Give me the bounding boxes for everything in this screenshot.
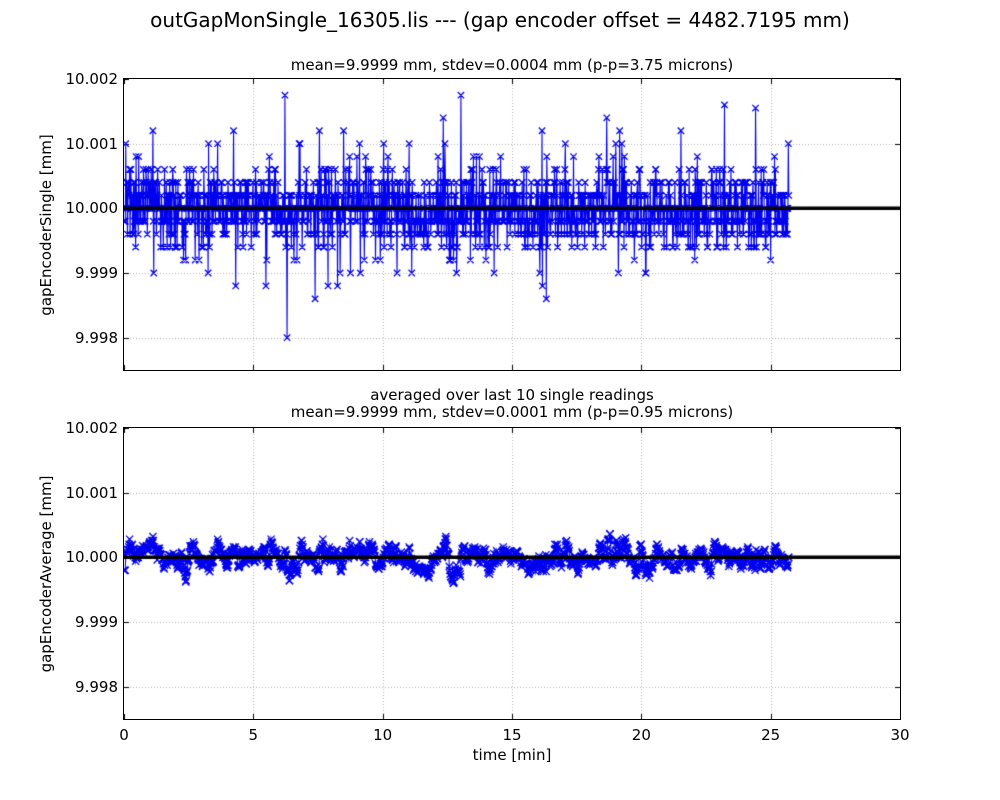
x-tick-label: 30	[890, 726, 910, 744]
x-tick-label: 15	[502, 726, 522, 744]
y-tick-label: 10.000	[65, 199, 119, 218]
x-tick-label: 20	[631, 726, 651, 744]
y-tick-label: 10.001	[65, 134, 119, 153]
x-tick-label: 0	[119, 726, 129, 744]
bottom-plot-title-line1: averaged over last 10 single readings	[370, 386, 654, 404]
y-tick-label: 10.001	[65, 483, 119, 502]
y-tick-label: 9.999	[75, 613, 118, 631]
y-tick-label: 9.999	[75, 264, 118, 282]
x-tick-label: 10	[373, 726, 393, 744]
bottom-plot-title-line2: mean=9.9999 mm, stdev=0.0001 mm (p-p=0.9…	[290, 403, 734, 421]
x-tick-label: 25	[761, 726, 781, 744]
x-axis-label: time [min]	[472, 746, 552, 764]
y-tick-label: 10.000	[65, 548, 119, 567]
bottom-plot-ylabel: gapEncoderAverage [mm]	[37, 475, 55, 673]
top-plot-ylabel: gapEncoderSingle [mm]	[37, 134, 55, 316]
y-tick-label: 10.002	[65, 70, 119, 88]
y-tick-label: 9.998	[75, 328, 118, 347]
bottom-plot-axes	[123, 427, 901, 720]
top-plot-axes	[123, 78, 901, 371]
single-plot-canvas	[124, 79, 900, 370]
y-tick-label: 9.998	[75, 677, 118, 696]
top-plot-title: mean=9.9999 mm, stdev=0.0004 mm (p-p=3.7…	[290, 56, 734, 74]
x-tick-label: 5	[248, 726, 259, 744]
y-tick-label: 10.002	[65, 419, 119, 437]
figure-title: outGapMonSingle_16305.lis --- (gap encod…	[150, 8, 850, 32]
average-plot-canvas	[124, 428, 900, 719]
